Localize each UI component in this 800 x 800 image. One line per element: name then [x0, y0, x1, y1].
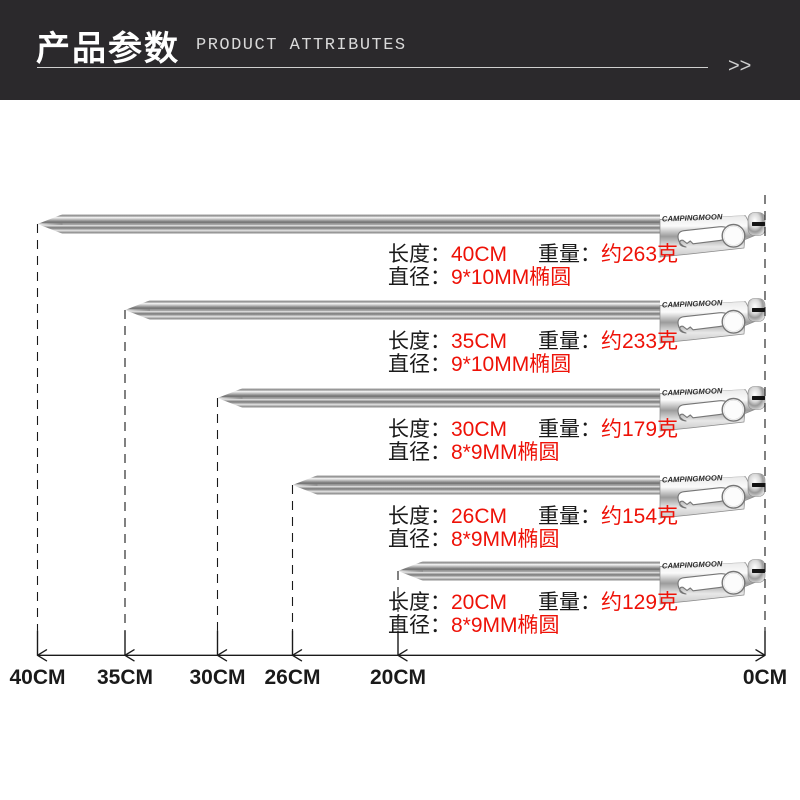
svg-text:35CM: 35CM — [97, 666, 153, 689]
svg-text:30CM: 30CM — [189, 666, 245, 689]
svg-text:26CM: 26CM — [264, 666, 320, 689]
svg-text:40CM: 40CM — [9, 666, 65, 689]
svg-text:0CM: 0CM — [743, 666, 787, 689]
svg-text:20CM: 20CM — [370, 666, 426, 689]
